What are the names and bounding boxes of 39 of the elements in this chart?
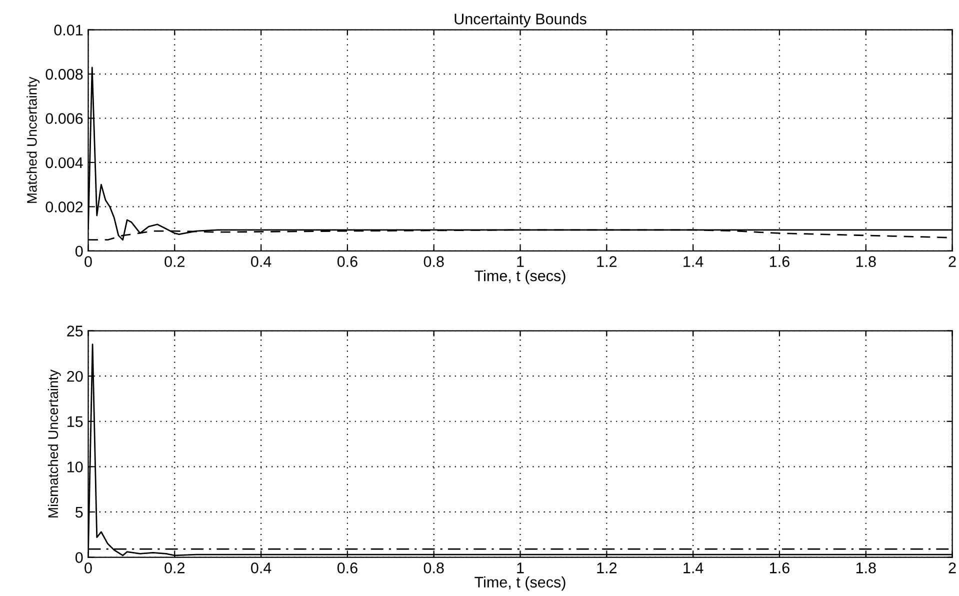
x-tick-label: 1.8 (856, 256, 876, 267)
x-tick-label: 1.4 (684, 256, 704, 267)
x-tick-label: 0.8 (424, 256, 444, 267)
y-tick-label: 10 (68, 462, 83, 472)
y-tick-label: 0.004 (46, 157, 83, 168)
y-tick-label: 0.01 (54, 24, 83, 36)
y-tick-label: 15 (68, 416, 83, 428)
x-tick-label: 1.6 (770, 562, 790, 574)
y-tick-label: 0 (75, 552, 83, 563)
y-tick-label: 0.008 (46, 68, 83, 80)
x-tick-label: 1 (517, 562, 524, 574)
x-tick-label: 1.4 (684, 562, 704, 574)
y-axis-title: Matched Uncertainty (26, 76, 40, 203)
x-tick-label: 0 (84, 562, 92, 574)
x-tick-label: 1.2 (597, 562, 617, 574)
x-axis-title: Time, t (secs) (474, 576, 566, 591)
x-tick-label: 0 (84, 256, 92, 267)
y-tick-label: 20 (67, 370, 83, 382)
y-axis-title: Mismatched Uncertainty (48, 370, 61, 518)
y-tick-label: 25 (67, 326, 83, 336)
x-tick-label: 0.2 (164, 256, 184, 267)
x-tick-label: 1.8 (856, 562, 876, 574)
x-tick-label: 1.2 (597, 256, 617, 267)
x-tick-label: 0.4 (251, 256, 272, 267)
x-tick-label: 2 (948, 562, 956, 574)
x-tick-label: 0.4 (251, 562, 272, 574)
x-tick-label: 0.6 (337, 256, 358, 267)
y-tick-label: 0 (75, 246, 83, 257)
y-tick-label: 0.002 (46, 202, 83, 212)
x-tick-label: 1 (517, 256, 524, 267)
x-tick-label: 0.6 (337, 562, 358, 574)
x-tick-label: 1.6 (770, 256, 790, 267)
x-tick-label: 2 (948, 256, 956, 267)
x-axis-title: Time, t (secs) (474, 270, 566, 284)
x-tick-label: 0.2 (164, 562, 184, 574)
chart-title: Uncertainty Bounds (454, 13, 586, 28)
y-tick-label: 5 (75, 506, 83, 518)
x-tick-label: 0.8 (424, 562, 444, 574)
y-tick-label: 0.006 (46, 113, 83, 124)
